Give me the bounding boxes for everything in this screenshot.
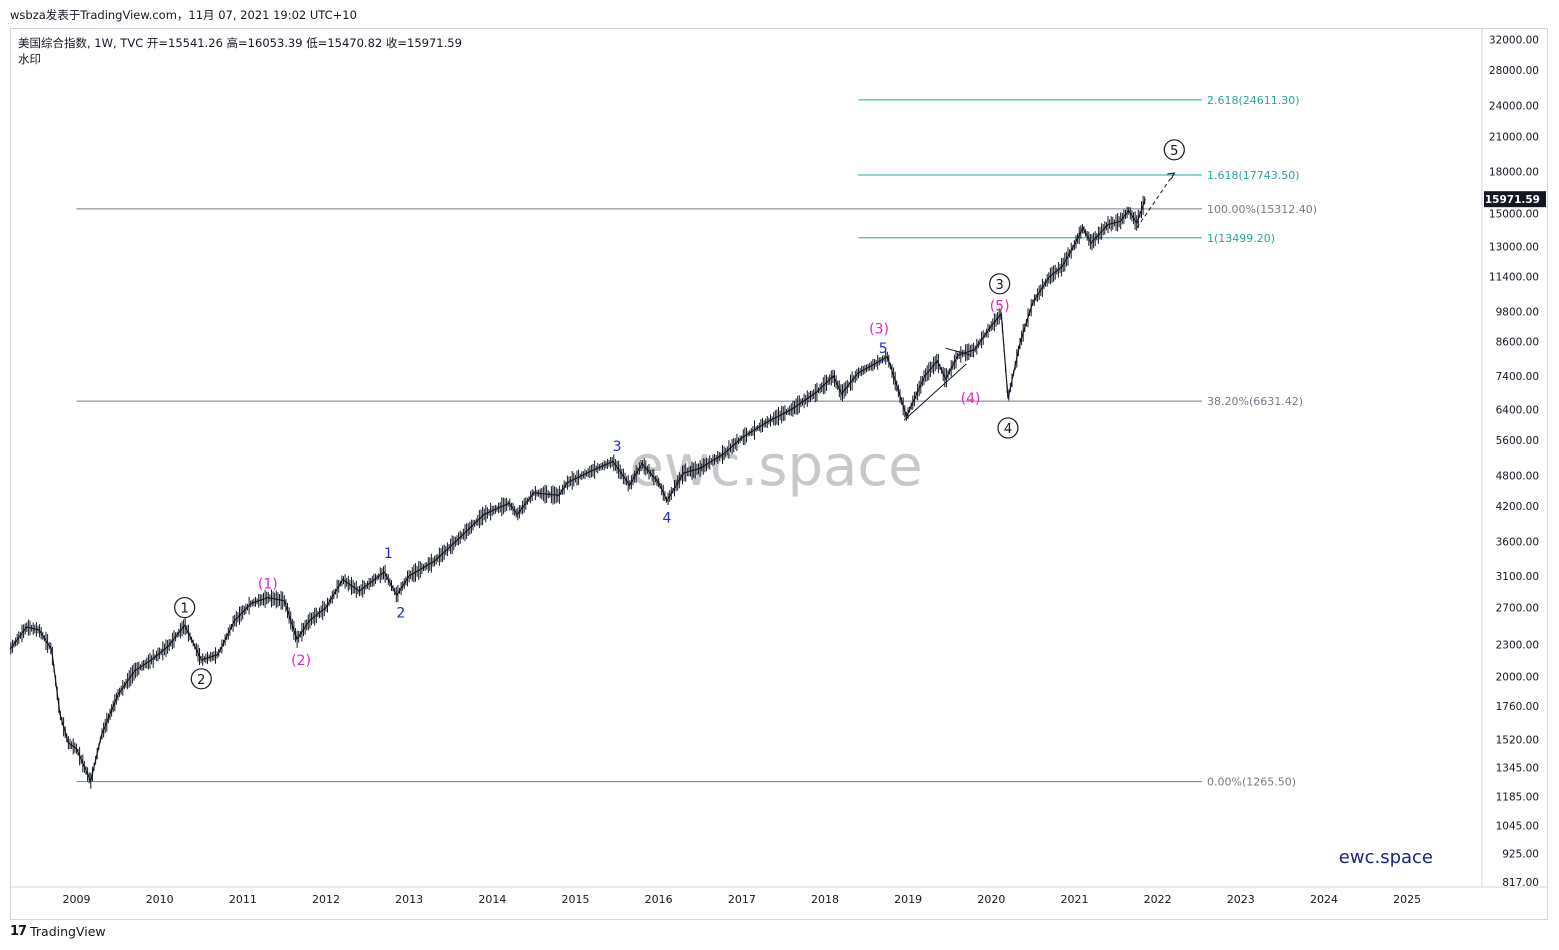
y-tick-label-17: 2700.00 (1496, 603, 1539, 615)
y-tick-label-3: 21000.00 (1489, 131, 1539, 143)
y-tick-label-18: 2300.00 (1496, 639, 1539, 651)
y-tick-label-26: 817.00 (1502, 877, 1539, 889)
wave-label-8: (3) (869, 321, 889, 337)
y-tick-label-19: 2000.00 (1496, 671, 1539, 683)
x-tick-label-2014: 2014 (478, 893, 506, 906)
wave-circle-0 (174, 596, 196, 619)
wave-label-1: 2 (197, 673, 205, 688)
fib-label-1: 1.618(17743.50) (1207, 169, 1300, 182)
wave-label-14: 5 (1170, 144, 1178, 159)
wave-label-6: 3 (613, 439, 622, 455)
annotation-trendline-0 (903, 363, 967, 421)
annotation-projection-2 (1136, 172, 1175, 229)
wave-label-2: (1) (258, 576, 278, 592)
x-tick-label-2024: 2024 (1310, 893, 1338, 906)
wave-label-9: 5 (879, 341, 888, 357)
wave-circle-13 (997, 417, 1019, 439)
wave-label-4: 1 (384, 546, 393, 562)
x-tick-label-2022: 2022 (1144, 893, 1172, 906)
x-tick-label-2015: 2015 (562, 893, 590, 906)
watermark-text: ewc.space (629, 434, 922, 499)
y-tick-label-21: 1520.00 (1496, 735, 1539, 747)
wave-label-0: 1 (181, 602, 189, 617)
projection-arrowhead (1167, 172, 1176, 180)
wave-label-11: 3 (996, 278, 1004, 293)
wave-label-12: (5) (990, 299, 1010, 315)
y-tick-label-4: 18000.00 (1489, 167, 1539, 179)
x-tick-label-2020: 2020 (977, 893, 1005, 906)
chart-frame (10, 28, 1548, 920)
y-tick-label-13: 4800.00 (1496, 470, 1539, 482)
fib-label-5: 0.00%(1265.50) (1207, 776, 1296, 789)
tradingview-logo-icon: 17 (10, 924, 27, 939)
y-tick-label-1: 28000.00 (1489, 65, 1539, 77)
y-tick-label-24: 1045.00 (1496, 821, 1539, 833)
wave-label-5: 2 (396, 606, 405, 622)
footer-brand-label: TradingView (30, 924, 106, 939)
wave-label-7: 4 (663, 510, 672, 526)
y-tick-label-5: 15000.00 (1489, 209, 1539, 221)
y-tick-label-22: 1345.00 (1496, 763, 1539, 775)
fib-label-3: 1(13499.20) (1207, 232, 1275, 245)
x-tick-label-2009: 2009 (63, 893, 91, 906)
y-tick-label-2: 24000.00 (1489, 101, 1539, 113)
x-tick-label-2011: 2011 (229, 893, 257, 906)
x-tick-label-2021: 2021 (1060, 893, 1088, 906)
y-tick-label-15: 3600.00 (1496, 536, 1539, 548)
wave-circle-1 (190, 668, 212, 690)
last-price-label: 15971.59 (1485, 194, 1540, 206)
last-price-badge (1484, 191, 1546, 208)
y-tick-label-11: 6400.00 (1496, 404, 1539, 416)
y-tick-label-23: 1185.00 (1496, 792, 1539, 804)
y-tick-label-9: 8600.00 (1496, 336, 1539, 348)
y-tick-label-10: 7400.00 (1496, 371, 1539, 383)
x-tick-label-2016: 2016 (645, 893, 673, 906)
fib-label-4: 38.20%(6631.42) (1207, 395, 1303, 408)
x-tick-label-2012: 2012 (312, 893, 340, 906)
symbol-legend: 美国综合指数, 1W, TVC 开=15541.26 高=16053.39 低=… (18, 36, 462, 50)
annotation-trendline-1 (945, 347, 971, 356)
y-tick-label-7: 11400.00 (1489, 272, 1539, 284)
x-tick-label-2017: 2017 (728, 893, 756, 906)
y-tick-label-20: 1760.00 (1496, 701, 1539, 713)
x-tick-label-2018: 2018 (811, 893, 839, 906)
y-tick-label-6: 13000.00 (1489, 241, 1539, 253)
x-tick-label-2023: 2023 (1227, 893, 1255, 906)
wave-label-10: (4) (961, 391, 981, 407)
x-tick-label-2013: 2013 (395, 893, 423, 906)
publisher-line: wsbza发表于TradingView.com，11月 07, 2021 19:… (10, 8, 357, 22)
y-tick-label-0: 32000.00 (1489, 35, 1539, 47)
wave-label-3: (2) (291, 653, 311, 669)
watermark-legend: 水印 (18, 52, 41, 66)
y-tick-label-16: 3100.00 (1496, 571, 1539, 583)
fib-label-2: 100.00%(15312.40) (1207, 203, 1317, 216)
x-tick-label-2010: 2010 (146, 893, 174, 906)
footer-brand[interactable]: 17 TradingView (10, 924, 106, 939)
brand-label: ewc.space (1339, 847, 1433, 868)
x-tick-label-2025: 2025 (1393, 893, 1421, 906)
y-tick-label-8: 9800.00 (1496, 306, 1539, 318)
fib-label-0: 2.618(24611.30) (1207, 94, 1300, 107)
wave-label-13: 4 (1004, 422, 1012, 437)
y-tick-label-14: 4200.00 (1496, 501, 1539, 513)
x-tick-label-2019: 2019 (894, 893, 922, 906)
price-bars (10, 195, 1146, 789)
wave-circle-14 (1163, 139, 1185, 161)
y-tick-label-12: 5600.00 (1496, 435, 1539, 447)
wave-circle-11 (989, 273, 1011, 295)
price-line (9, 199, 1146, 784)
y-tick-label-25: 925.00 (1502, 849, 1539, 861)
